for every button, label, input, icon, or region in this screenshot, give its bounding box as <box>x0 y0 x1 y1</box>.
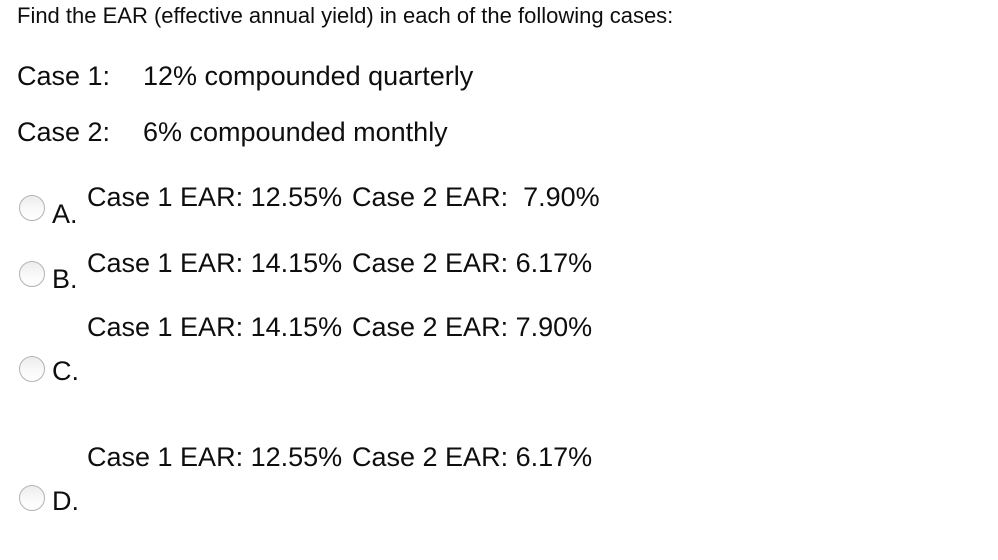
option-c-case2-answer: Case 2 EAR: 7.90% <box>352 312 593 342</box>
option-c-case1-answer: Case 1 EAR: 14.15% <box>87 312 343 342</box>
radio-option-b[interactable] <box>19 261 45 287</box>
case-1-detail: 12% compounded quarterly <box>143 61 474 91</box>
option-a-case2-answer: Case 2 EAR: 7.90% <box>352 182 600 212</box>
option-letter-b[interactable]: B. <box>52 264 78 294</box>
option-letter-d[interactable]: D. <box>52 486 79 516</box>
case-2-detail: 6% compounded monthly <box>143 117 448 147</box>
option-b-case1-answer: Case 1 EAR: 14.15% <box>87 248 343 278</box>
option-b-case2-answer: Case 2 EAR: 6.17% <box>352 248 593 278</box>
case-2-label: Case 2: <box>17 117 111 147</box>
radio-option-a[interactable] <box>19 195 45 221</box>
option-letter-c[interactable]: C. <box>52 356 79 386</box>
option-letter-a[interactable]: A. <box>52 199 78 229</box>
question-prompt: Find the EAR (effective annual yield) in… <box>17 3 674 28</box>
case-1-label: Case 1: <box>17 61 111 91</box>
option-d-case2-answer: Case 2 EAR: 6.17% <box>352 442 593 472</box>
option-d-case1-answer: Case 1 EAR: 12.55% <box>87 442 343 472</box>
radio-option-c[interactable] <box>19 356 45 382</box>
radio-option-d[interactable] <box>19 485 45 511</box>
option-a-case1-answer: Case 1 EAR: 12.55% <box>87 182 343 212</box>
